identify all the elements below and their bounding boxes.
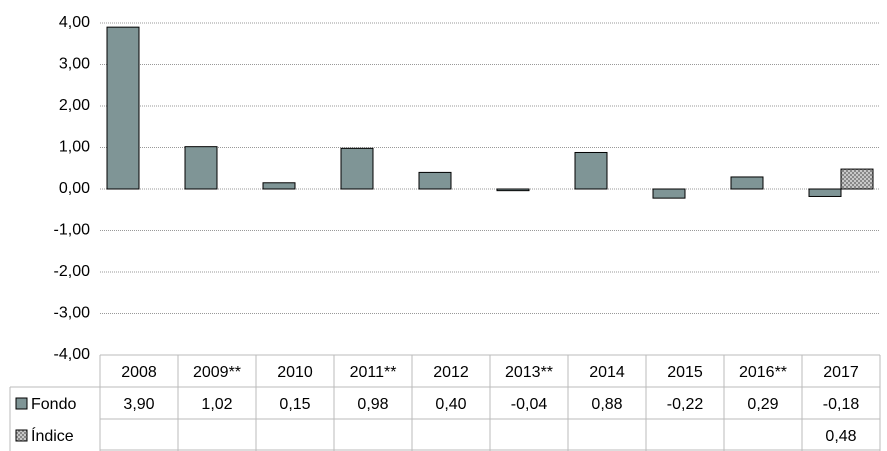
- y-tick-label: 0,00: [59, 180, 90, 197]
- y-tick-label: 4,00: [59, 14, 90, 31]
- bar: [652, 188, 686, 199]
- legend-swatch: [15, 429, 28, 442]
- y-tick-label: 1,00: [59, 139, 90, 156]
- table-value: 0,98: [357, 396, 388, 413]
- bar: [418, 171, 452, 190]
- legend-swatch: [15, 397, 28, 410]
- bar: [496, 188, 530, 192]
- bar: [840, 168, 874, 190]
- table-value: 0,15: [279, 396, 310, 413]
- table-value: 1,02: [201, 396, 232, 413]
- x-tick-label: 2008: [121, 364, 157, 381]
- x-tick-label: 2015: [667, 364, 703, 381]
- legend-label: Fondo: [31, 396, 76, 413]
- y-tick-label: -3,00: [54, 305, 91, 322]
- y-tick-label: -2,00: [54, 263, 91, 280]
- x-tick-label: 2011**: [350, 364, 397, 381]
- table-value: 0,48: [825, 428, 856, 445]
- x-tick-label: 2010: [277, 364, 313, 381]
- bar: [340, 147, 374, 190]
- bar: [574, 151, 608, 190]
- y-tick-label: 2,00: [59, 97, 90, 114]
- y-tick-label: 3,00: [59, 56, 90, 73]
- table-value: -0,18: [823, 396, 860, 413]
- table-value: -0,04: [511, 396, 548, 413]
- x-tick-label: 2017: [823, 364, 859, 381]
- table-value: 3,90: [123, 396, 154, 413]
- bar: [184, 146, 218, 190]
- table-value: 0,88: [591, 396, 622, 413]
- x-tick-label: 2013**: [505, 364, 553, 381]
- x-tick-label: 2014: [589, 364, 625, 381]
- x-tick-label: 2012: [433, 364, 469, 381]
- y-tick-label: -1,00: [54, 222, 91, 239]
- bar: [730, 176, 764, 190]
- y-tick-label: -4,00: [54, 346, 91, 363]
- table-value: 0,29: [747, 396, 778, 413]
- x-tick-label: 2016**: [739, 364, 787, 381]
- bar: [262, 182, 296, 190]
- bar: [808, 188, 842, 197]
- table-value: -0,22: [667, 396, 704, 413]
- table-value: 0,40: [435, 396, 466, 413]
- bar: [106, 26, 140, 190]
- x-tick-label: 2009**: [193, 364, 241, 381]
- legend-label: Índice: [31, 426, 74, 445]
